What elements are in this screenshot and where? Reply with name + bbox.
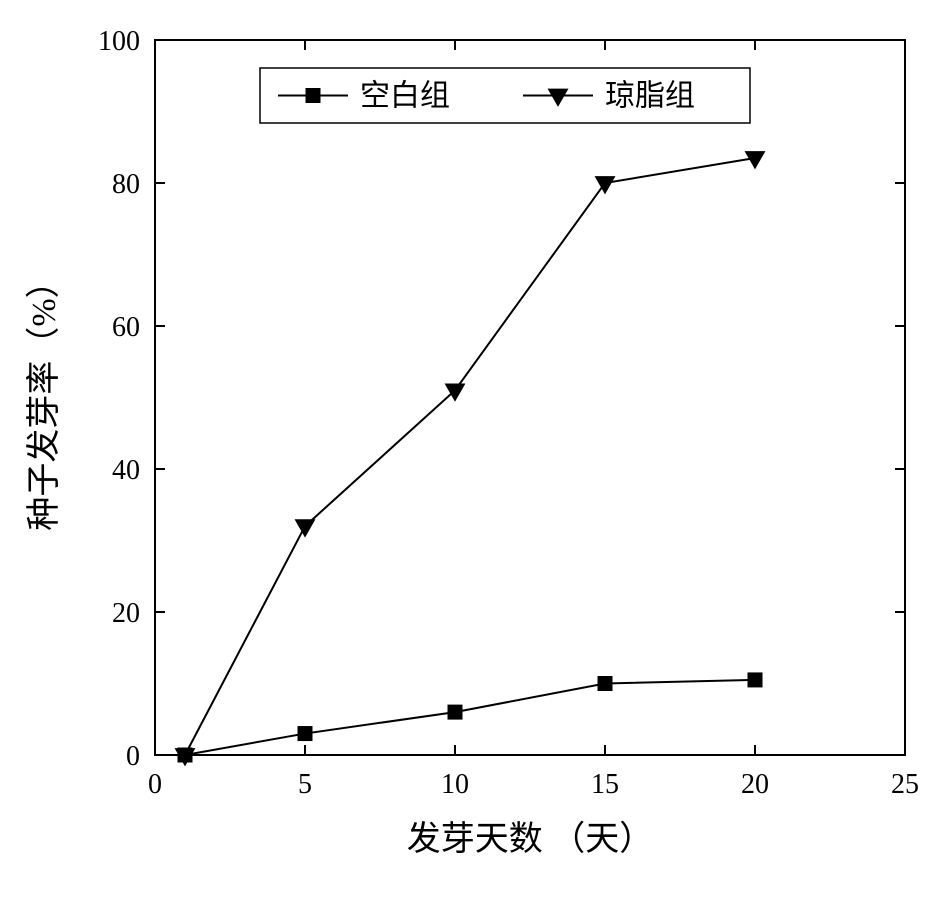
y-tick-label: 80 <box>112 169 140 200</box>
y-tick-label: 20 <box>112 598 140 629</box>
x-tick-label: 0 <box>148 769 162 800</box>
y-axis-title: 种子发芽率（%） <box>25 264 63 530</box>
y-tick-label: 0 <box>126 741 140 772</box>
x-tick-label: 15 <box>591 769 619 800</box>
y-tick-label: 40 <box>112 455 140 486</box>
y-ticks: 0 20 40 60 80 100 <box>98 26 905 772</box>
legend-label: 琼脂组 <box>605 80 695 113</box>
x-tick-label: 5 <box>298 769 312 800</box>
x-axis-title: 发芽天数 （天） <box>407 820 654 858</box>
x-tick-label: 10 <box>441 769 469 800</box>
chart-svg: 0 5 10 15 20 25 0 20 40 60 80 100 发芽天数 （天） 种子发芽率（%… <box>0 0 952 909</box>
series-group <box>175 152 764 766</box>
legend: 空白组 琼脂组 <box>260 68 750 123</box>
chart-container: 0 5 10 15 20 25 0 20 40 60 80 100 发芽天数 （天） 种子发芽率（%… <box>0 0 952 909</box>
plot-border <box>155 40 905 755</box>
x-tick-label: 25 <box>891 769 919 800</box>
series-琼脂组 <box>175 152 764 766</box>
legend-label: 空白组 <box>360 80 450 113</box>
series-空白组 <box>178 673 762 762</box>
x-tick-label: 20 <box>741 769 769 800</box>
y-tick-label: 100 <box>98 26 140 57</box>
y-tick-label: 60 <box>112 312 140 343</box>
x-ticks: 0 5 10 15 20 25 <box>148 40 919 800</box>
